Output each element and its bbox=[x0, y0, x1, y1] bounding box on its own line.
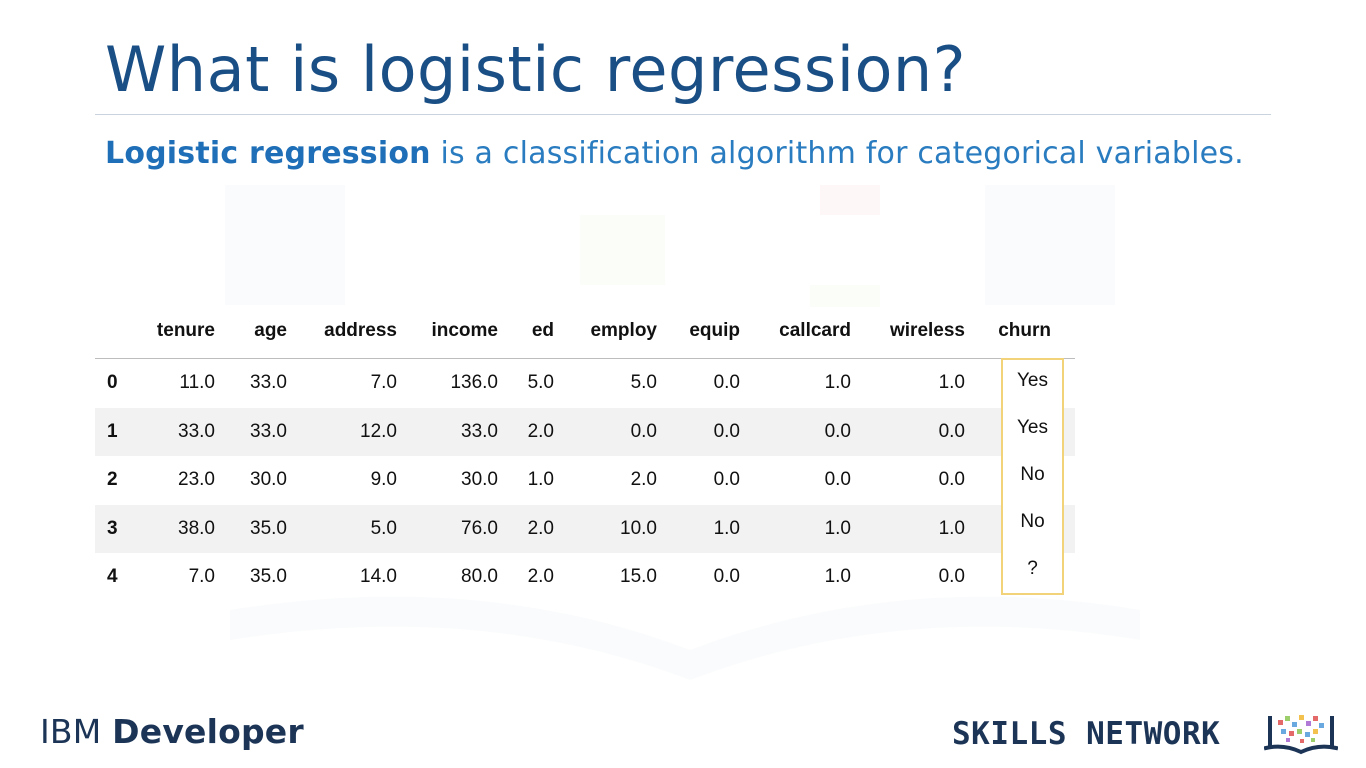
cell-age: 33.0 bbox=[250, 372, 287, 393]
cell-tenure: 23.0 bbox=[178, 469, 215, 490]
cell-callcard: 0.0 bbox=[824, 420, 851, 442]
column-header-income: income bbox=[431, 320, 498, 341]
table-row: 4 7.0 35.0 14.0 80.0 2.0 15.0 0.0 1.0 0.… bbox=[95, 553, 1075, 602]
cell-equip: 0.0 bbox=[713, 420, 740, 442]
cell-callcard: 1.0 bbox=[824, 372, 851, 393]
column-header-callcard: callcard bbox=[779, 320, 851, 341]
cell-callcard: 0.0 bbox=[824, 469, 851, 490]
cell-ed: 5.0 bbox=[527, 372, 554, 393]
cell-income: 136.0 bbox=[450, 372, 498, 393]
cell-tenure: 38.0 bbox=[178, 517, 215, 539]
cell-income: 33.0 bbox=[461, 420, 498, 442]
cell-income: 30.0 bbox=[461, 469, 498, 490]
skills-network-text: SKILLS NETWORK bbox=[952, 716, 1221, 752]
cell-age: 35.0 bbox=[250, 566, 287, 587]
table-row: 1 33.0 33.0 12.0 33.0 2.0 0.0 0.0 0.0 0.… bbox=[95, 407, 1075, 456]
churn-cell: Yes bbox=[1017, 370, 1048, 391]
table-row: 2 23.0 30.0 9.0 30.0 1.0 2.0 0.0 0.0 0.0 bbox=[95, 456, 1075, 505]
ibm-developer-logo: IBM Developer bbox=[40, 712, 304, 751]
column-header-churn: churn bbox=[998, 320, 1051, 341]
cell-employ: 0.0 bbox=[630, 420, 657, 442]
column-header-equip: equip bbox=[689, 320, 740, 341]
subtitle-emphasis: Logistic regression bbox=[105, 136, 431, 171]
cell-ed: 2.0 bbox=[527, 420, 554, 442]
table-row: 0 11.0 33.0 7.0 136.0 5.0 5.0 0.0 1.0 1.… bbox=[95, 359, 1075, 408]
table-row: 3 38.0 35.0 5.0 76.0 2.0 10.0 1.0 1.0 1.… bbox=[95, 504, 1075, 553]
cell-employ: 10.0 bbox=[620, 517, 657, 539]
cell-income: 80.0 bbox=[461, 566, 498, 587]
ibm-logo-text: IBM bbox=[40, 712, 113, 751]
row-index: 4 bbox=[107, 566, 118, 587]
cell-equip: 1.0 bbox=[713, 517, 740, 539]
cell-employ: 5.0 bbox=[630, 372, 657, 393]
cell-tenure: 33.0 bbox=[178, 420, 215, 442]
title-divider bbox=[95, 114, 1271, 115]
cell-address: 5.0 bbox=[370, 517, 397, 539]
column-header-employ: employ bbox=[590, 320, 657, 341]
cell-address: 9.0 bbox=[370, 469, 397, 490]
slide-title: What is logistic regression? bbox=[105, 33, 967, 106]
developer-logo-text: Developer bbox=[112, 712, 304, 751]
cell-wireless: 1.0 bbox=[938, 517, 965, 539]
churn-data-table: tenure age address income ed employ equi… bbox=[95, 306, 1075, 602]
cell-equip: 0.0 bbox=[713, 469, 740, 490]
cell-ed: 1.0 bbox=[527, 469, 554, 490]
churn-cell: No bbox=[1020, 464, 1045, 485]
slide-subtitle: Logistic regression is a classification … bbox=[105, 136, 1244, 171]
subtitle-text: is a classification algorithm for catego… bbox=[430, 136, 1244, 171]
row-index: 2 bbox=[107, 469, 118, 490]
column-header-wireless: wireless bbox=[890, 320, 965, 341]
churn-cell: Yes bbox=[1017, 417, 1048, 438]
cell-tenure: 7.0 bbox=[188, 566, 215, 587]
column-header-tenure: tenure bbox=[156, 320, 215, 341]
cell-tenure: 11.0 bbox=[179, 372, 215, 393]
cell-age: 33.0 bbox=[250, 420, 287, 442]
skills-network-book-icon bbox=[1264, 715, 1338, 755]
table-header-row: tenure age address income ed employ equi… bbox=[95, 306, 1075, 359]
cell-income: 76.0 bbox=[461, 517, 498, 539]
cell-equip: 0.0 bbox=[713, 372, 740, 393]
cell-age: 30.0 bbox=[250, 469, 287, 490]
cell-callcard: 1.0 bbox=[824, 517, 851, 539]
cell-wireless: 0.0 bbox=[938, 469, 965, 490]
churn-highlight-box: Yes Yes No No ? bbox=[1001, 358, 1064, 595]
cell-wireless: 0.0 bbox=[938, 420, 965, 442]
cell-ed: 2.0 bbox=[527, 517, 554, 539]
cell-employ: 2.0 bbox=[630, 469, 657, 490]
column-header-address: address bbox=[324, 320, 397, 341]
cell-employ: 15.0 bbox=[620, 566, 657, 587]
row-index: 0 bbox=[107, 372, 118, 393]
cell-address: 14.0 bbox=[360, 566, 397, 587]
cell-age: 35.0 bbox=[250, 517, 287, 539]
cell-wireless: 0.0 bbox=[938, 566, 965, 587]
churn-cell: ? bbox=[1027, 558, 1038, 579]
row-index: 1 bbox=[107, 420, 118, 442]
cell-address: 12.0 bbox=[360, 420, 397, 442]
cell-wireless: 1.0 bbox=[938, 372, 965, 393]
column-header-age: age bbox=[254, 320, 287, 341]
column-header-ed: ed bbox=[531, 320, 554, 341]
cell-equip: 0.0 bbox=[713, 566, 740, 587]
cell-callcard: 1.0 bbox=[824, 566, 851, 587]
cell-ed: 2.0 bbox=[527, 566, 554, 587]
cell-address: 7.0 bbox=[370, 372, 397, 393]
row-index: 3 bbox=[107, 517, 118, 539]
churn-cell: No bbox=[1020, 511, 1045, 532]
